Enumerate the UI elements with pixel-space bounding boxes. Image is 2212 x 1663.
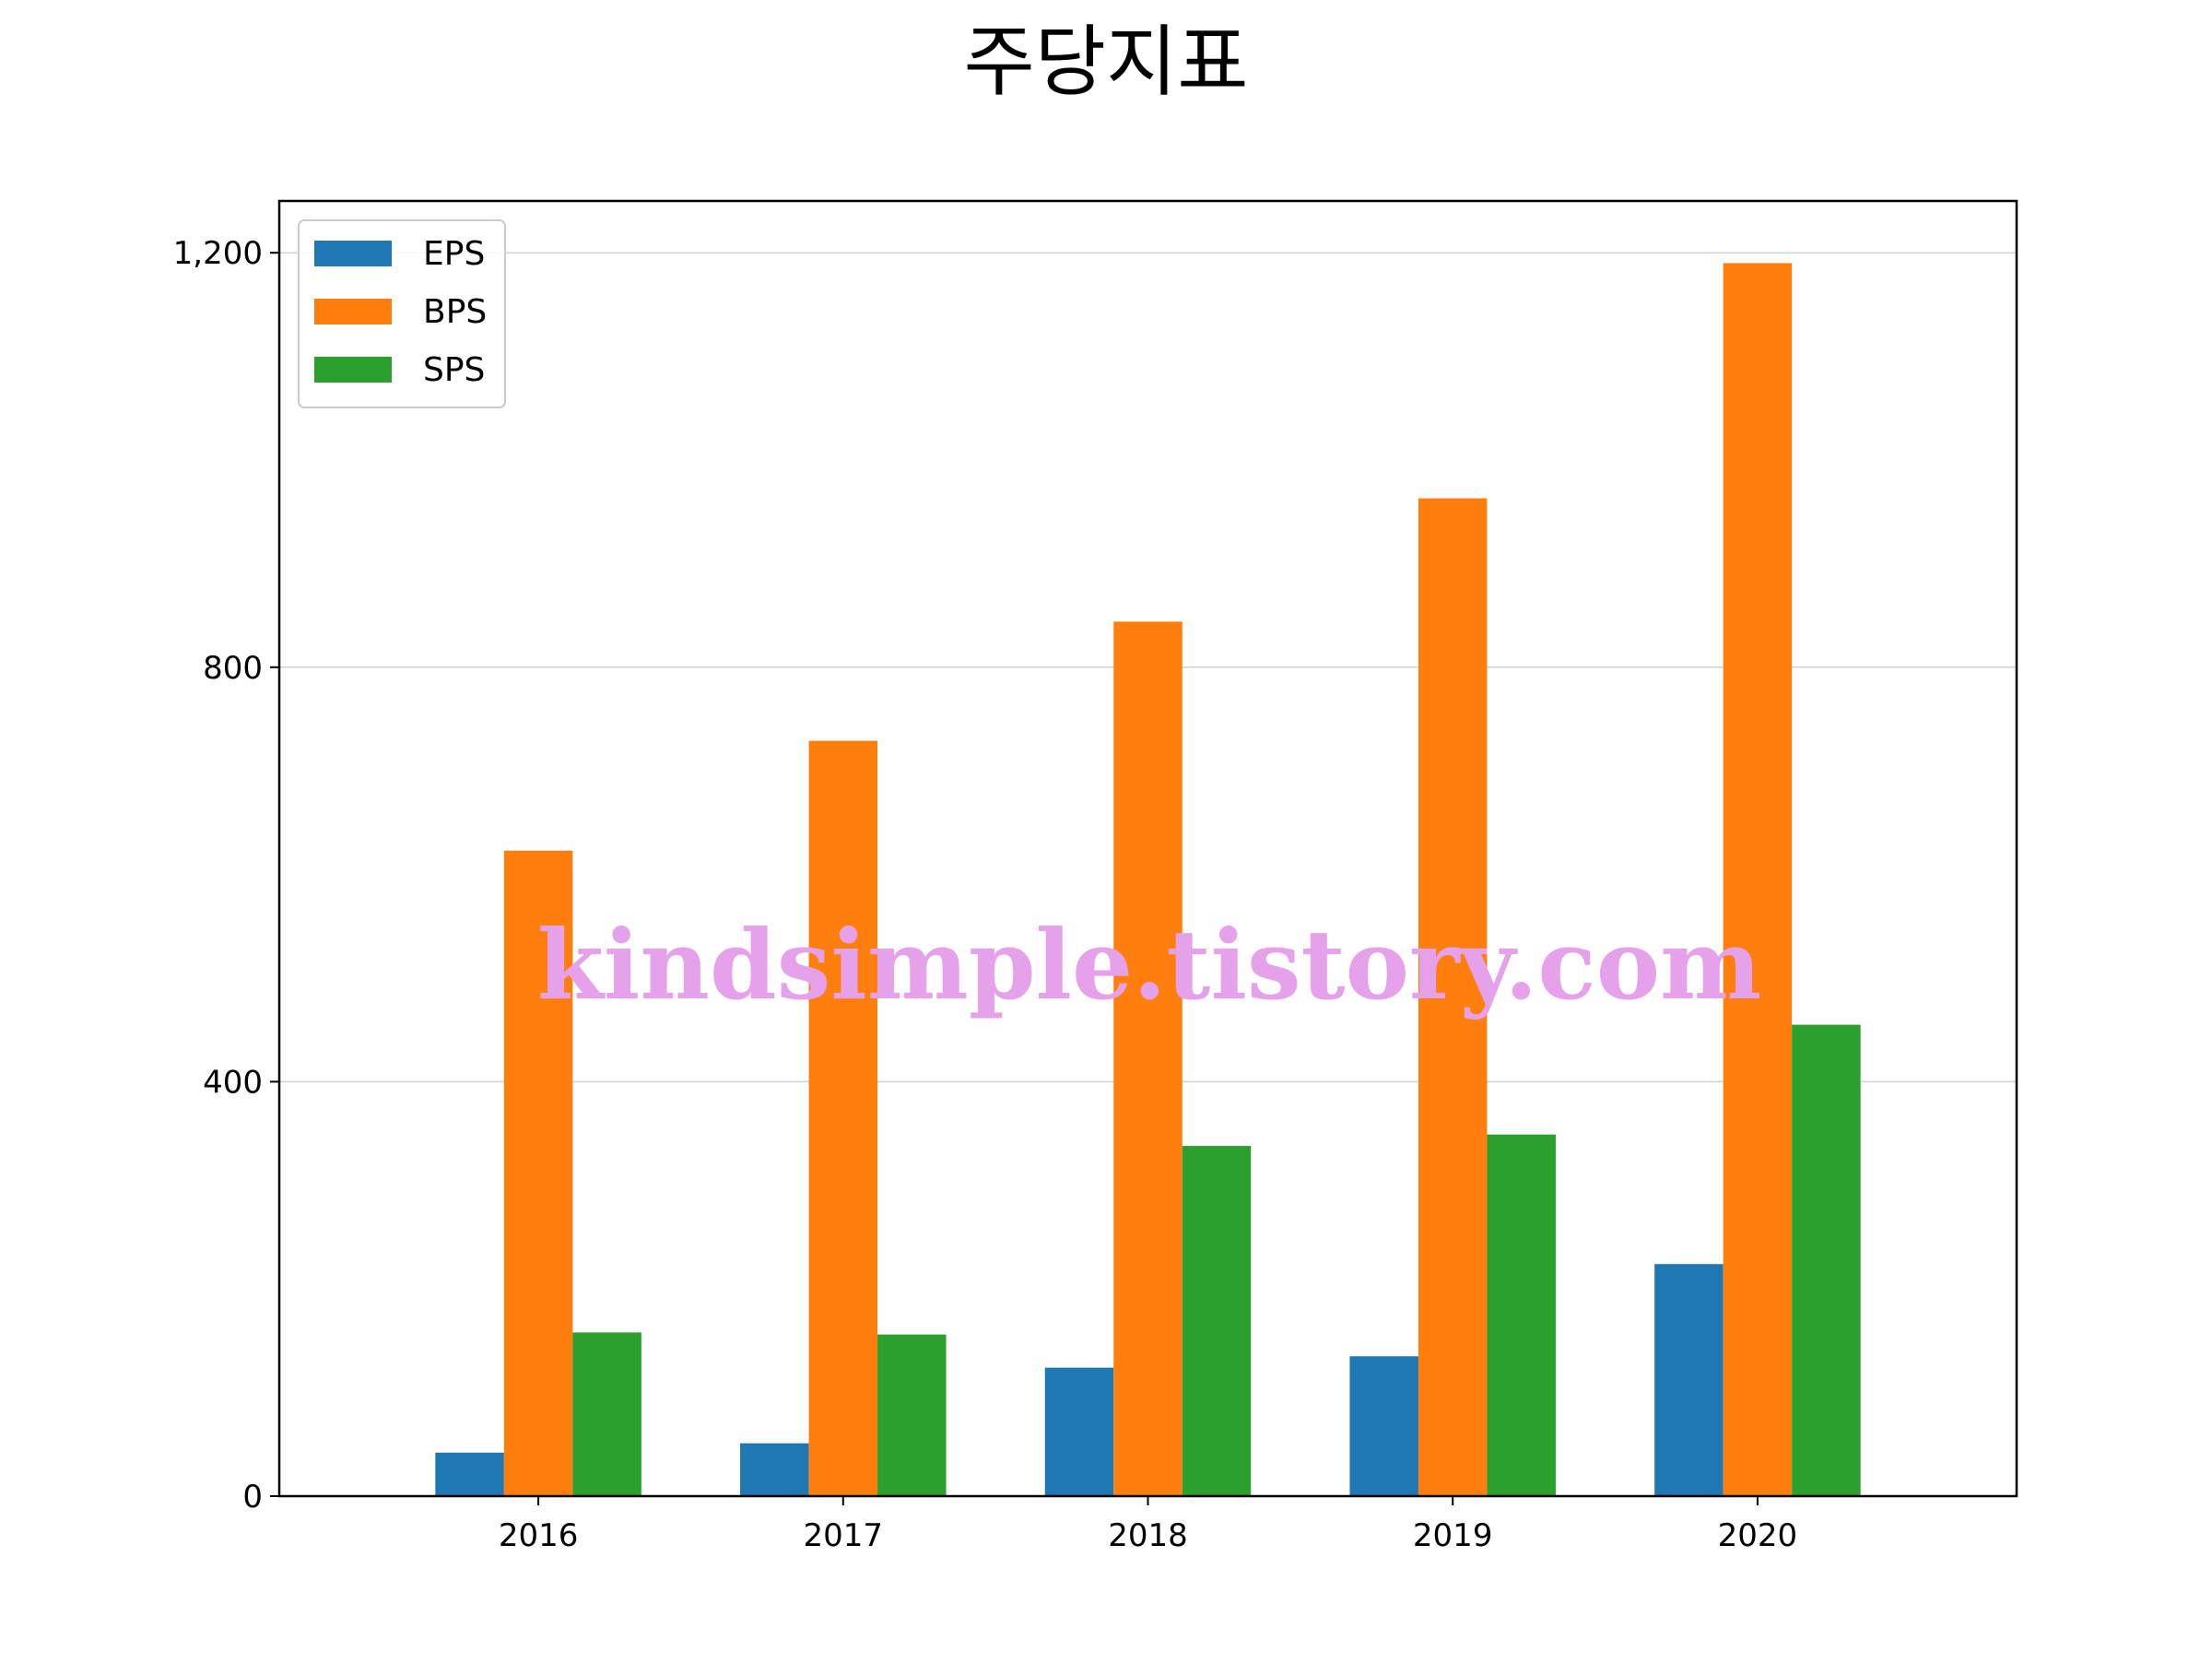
y-axis: 0 400 800 1,200 [173,235,279,1516]
y-tick-label: 400 [203,1064,263,1101]
legend-label-eps: EPS [423,235,485,273]
chart-title: 주당지표 [963,17,1248,107]
legend-swatch-sps [314,357,392,383]
bar-sps-2018 [1182,1146,1252,1496]
x-tick-label: 2018 [1108,1517,1188,1554]
bar-sps-2019 [1487,1134,1556,1496]
bar-bps-2017 [808,740,878,1496]
x-axis: 2016 2017 2018 2019 2020 [499,1496,1797,1554]
bar-eps-2016 [435,1452,504,1496]
bar-eps-2020 [1654,1264,1724,1496]
x-tick-label: 2020 [1718,1517,1798,1554]
bar-eps-2017 [740,1443,809,1496]
y-tick-label: 800 [203,650,263,687]
bar-eps-2018 [1044,1367,1114,1496]
bar-sps-2017 [877,1334,947,1496]
legend: EPS BPS SPS [298,219,506,408]
x-tick-label: 2019 [1413,1517,1493,1554]
y-tick-label: 1,200 [173,235,263,272]
y-tick-label: 0 [242,1479,263,1516]
legend-label-bps: BPS [423,293,487,331]
watermark: kindsimple.tistory.com [537,908,1761,1021]
legend-swatch-eps [314,241,392,266]
bar-sps-2020 [1792,1024,1861,1496]
bar-eps-2019 [1349,1356,1418,1496]
legend-label-sps: SPS [423,351,485,389]
bars [435,263,1861,1497]
bar-sps-2016 [572,1332,641,1496]
bar-bps-2016 [503,850,573,1496]
legend-swatch-bps [314,299,392,324]
bar-bps-2020 [1723,263,1793,1497]
bar-bps-2018 [1113,621,1182,1496]
bar-bps-2019 [1418,498,1488,1496]
x-tick-label: 2016 [499,1517,579,1554]
x-tick-label: 2017 [804,1517,884,1554]
